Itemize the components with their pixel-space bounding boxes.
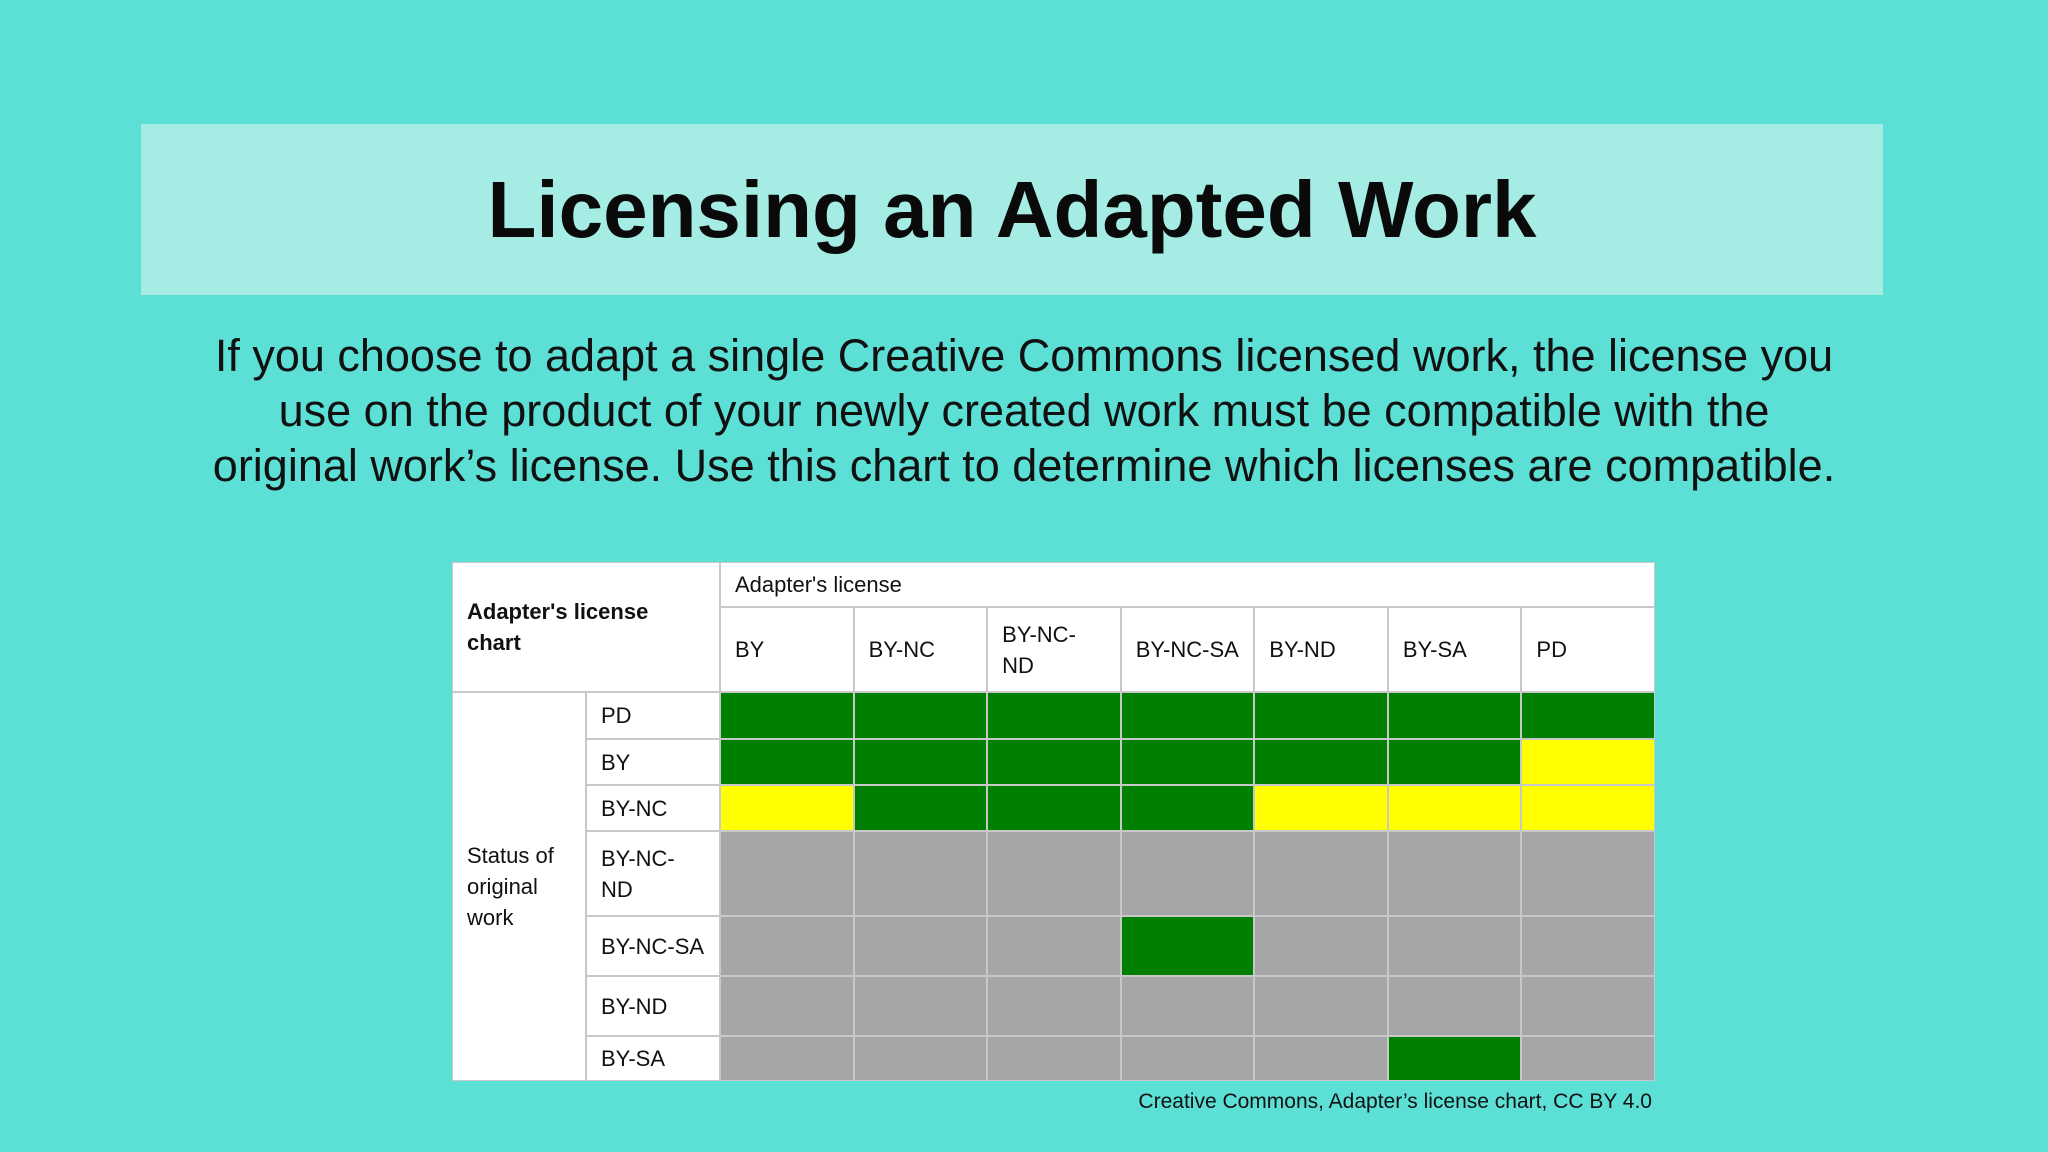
compat-cell — [1120, 785, 1255, 831]
compat-cell — [987, 785, 1121, 831]
intro: If you choose to adapt a single Creative… — [0, 328, 2048, 493]
column-header: PD — [1521, 607, 1655, 692]
compat-cell — [1521, 692, 1655, 739]
row-header: BY — [586, 739, 720, 785]
corner-header: Adapter's license chart — [452, 562, 720, 692]
compat-cell — [720, 831, 854, 916]
compat-cell — [720, 976, 854, 1036]
compat-cell — [987, 831, 1121, 916]
compat-cell — [1521, 1036, 1655, 1081]
compat-cell — [987, 739, 1121, 785]
compat-cell — [720, 785, 854, 831]
compat-cell — [1254, 916, 1388, 976]
intro-line: original work’s license. Use this chart … — [212, 440, 1836, 491]
compat-cell — [853, 692, 988, 739]
compat-cell — [1387, 831, 1522, 916]
column-header: BY — [720, 607, 854, 692]
compat-cell — [720, 692, 854, 739]
compat-cell — [1521, 739, 1655, 785]
compat-cell — [1120, 692, 1255, 739]
compat-cell — [1387, 916, 1522, 976]
compat-cell — [1254, 976, 1388, 1036]
compat-cell — [1120, 916, 1255, 976]
caption: Creative Commons, Adapter’s license char… — [1138, 1090, 1652, 1113]
compat-cell — [853, 976, 988, 1036]
compat-cell — [720, 916, 854, 976]
compat-cell — [1254, 692, 1388, 739]
row-header: BY-SA — [586, 1036, 720, 1081]
compat-cell — [1521, 831, 1655, 916]
column-header: BY-NC — [853, 607, 988, 692]
compat-cell — [853, 1036, 988, 1081]
compat-cell — [1387, 1036, 1522, 1081]
row-group-header: Status of original work — [452, 692, 586, 1081]
compat-cell — [1521, 976, 1655, 1036]
row-header: BY-NC-ND — [586, 831, 720, 916]
compat-cell — [1254, 739, 1388, 785]
row-header: PD — [586, 692, 720, 739]
title-banner: Licensing an Adapted Work — [141, 124, 1883, 295]
column-header: BY-ND — [1254, 607, 1388, 692]
row-header: BY-NC — [586, 785, 720, 831]
column-group-header: Adapter's license — [720, 562, 1655, 607]
compat-cell — [853, 831, 988, 916]
compat-cell — [853, 785, 988, 831]
compat-cell — [1387, 739, 1522, 785]
compat-cell — [987, 976, 1121, 1036]
compat-cell — [720, 1036, 854, 1081]
compat-cell — [1254, 785, 1388, 831]
column-header: BY-SA — [1387, 607, 1522, 692]
compat-cell — [853, 916, 988, 976]
column-header: BY-NC-SA — [1120, 607, 1255, 692]
compat-cell — [1120, 1036, 1255, 1081]
compat-cell — [1521, 916, 1655, 976]
row-header: BY-ND — [586, 976, 720, 1036]
compat-cell — [987, 1036, 1121, 1081]
intro-line: If you choose to adapt a single Creative… — [214, 330, 1834, 381]
title: Licensing an Adapted Work — [487, 164, 1537, 254]
compat-cell — [1254, 1036, 1388, 1081]
compat-cell — [1387, 785, 1522, 831]
column-header: BY-NC-ND — [987, 607, 1121, 692]
compat-cell — [853, 739, 988, 785]
compat-cell — [1254, 831, 1388, 916]
compat-cell — [1521, 785, 1655, 831]
compat-cell — [987, 692, 1121, 739]
compat-cell — [720, 739, 854, 785]
compat-cell — [1387, 976, 1522, 1036]
compat-cell — [1120, 976, 1255, 1036]
intro-line: use on the product of your newly created… — [278, 385, 1770, 436]
compat-cell — [987, 916, 1121, 976]
compat-cell — [1120, 739, 1255, 785]
compat-cell — [1387, 692, 1522, 739]
row-header: BY-NC-SA — [586, 916, 720, 976]
compat-cell — [1120, 831, 1255, 916]
